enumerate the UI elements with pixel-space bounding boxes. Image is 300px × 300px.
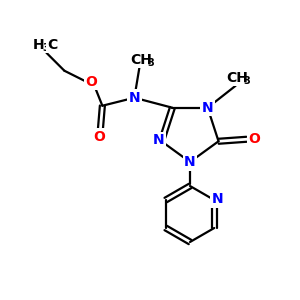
Text: N: N [184, 155, 196, 169]
Text: N: N [212, 192, 223, 206]
Text: CH: CH [227, 71, 249, 85]
Text: N: N [153, 133, 164, 147]
Text: O: O [249, 132, 260, 146]
Text: 3: 3 [42, 43, 49, 53]
Text: CH: CH [130, 53, 152, 67]
Text: O: O [93, 130, 105, 144]
Text: 3: 3 [147, 58, 154, 68]
Text: N: N [129, 91, 140, 105]
Text: O: O [85, 75, 97, 89]
Text: H: H [33, 38, 44, 52]
Text: 3: 3 [243, 76, 250, 86]
Text: N: N [202, 101, 213, 115]
Text: C: C [47, 38, 58, 52]
